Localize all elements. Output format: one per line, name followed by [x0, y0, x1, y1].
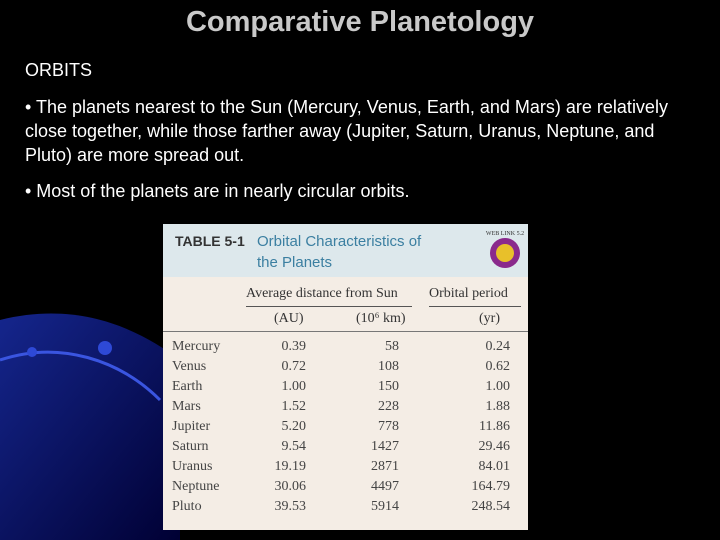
- planet-name: Jupiter: [172, 419, 211, 434]
- table-cell: 39.53: [274, 499, 307, 514]
- table-cell: 58: [385, 339, 399, 354]
- table-cell: 30.06: [274, 479, 307, 494]
- table-cell: 1.00: [281, 379, 307, 394]
- table-cell: 1.88: [485, 399, 511, 414]
- table: TABLE 5-1 Orbital Characteristics of the…: [163, 224, 528, 530]
- header-rule: [429, 306, 521, 307]
- table-cell: 778: [378, 419, 399, 434]
- header-rule: [163, 331, 528, 332]
- planet-name: Venus: [172, 359, 207, 374]
- section-heading: ORBITS: [25, 60, 93, 80]
- web-link-badge: WEB LINK 5.2: [486, 231, 524, 268]
- table-title: the Planets: [257, 254, 333, 271]
- table-cell: 0.39: [281, 339, 307, 354]
- table-cell: 29.46: [478, 439, 511, 454]
- table-cell: 0.72: [281, 359, 307, 374]
- planet-name: Uranus: [172, 459, 213, 474]
- table-cell: 1.00: [485, 379, 511, 394]
- table-cell: 84.01: [478, 459, 511, 474]
- planet-name: Neptune: [172, 479, 220, 494]
- table-cell: 19.19: [274, 459, 307, 474]
- slide-title: Comparative Planetology: [185, 6, 535, 38]
- table-cell: 2871: [371, 459, 399, 474]
- header-rule: [246, 306, 412, 307]
- table-cell: 0.24: [485, 339, 511, 354]
- table-cell: 1427: [371, 439, 399, 454]
- bullet: • Most of the planets are in nearly circ…: [25, 181, 410, 201]
- table-cell: 228: [378, 399, 399, 414]
- planet-name: Mercury: [172, 339, 221, 354]
- column-group-header: Average distance from Sun: [246, 286, 398, 301]
- unit-header: (AU): [274, 311, 304, 326]
- table-cell: 108: [378, 359, 399, 374]
- table-cell: 9.54: [281, 439, 307, 454]
- table-cell: 11.86: [479, 419, 510, 434]
- table-cell: 0.62: [485, 359, 511, 374]
- unit-header: (10⁶ km): [356, 311, 406, 326]
- table-title: Orbital Characteristics of: [257, 233, 422, 250]
- column-group-header: Orbital period: [429, 286, 508, 301]
- table-label: TABLE 5-1: [175, 233, 245, 249]
- planet-name: Earth: [172, 379, 203, 394]
- table-cell: 5914: [371, 499, 399, 514]
- planet-name: Pluto: [172, 499, 202, 514]
- table-header-band: [163, 224, 528, 277]
- table-cell: 5.20: [281, 419, 307, 434]
- table-cell: 164.79: [471, 479, 511, 494]
- planet-name: Mars: [172, 399, 201, 414]
- planet-name: Saturn: [172, 439, 209, 454]
- bullet: • The planets nearest to the Sun (Mercur…: [25, 97, 668, 165]
- table-cell: 4497: [371, 479, 399, 494]
- badge-text: WEB LINK 5.2: [486, 231, 524, 237]
- table-cell: 1.52: [281, 399, 307, 414]
- table-cell: 150: [378, 379, 399, 394]
- table-cell: 248.54: [471, 499, 511, 514]
- unit-header: (yr): [479, 311, 500, 326]
